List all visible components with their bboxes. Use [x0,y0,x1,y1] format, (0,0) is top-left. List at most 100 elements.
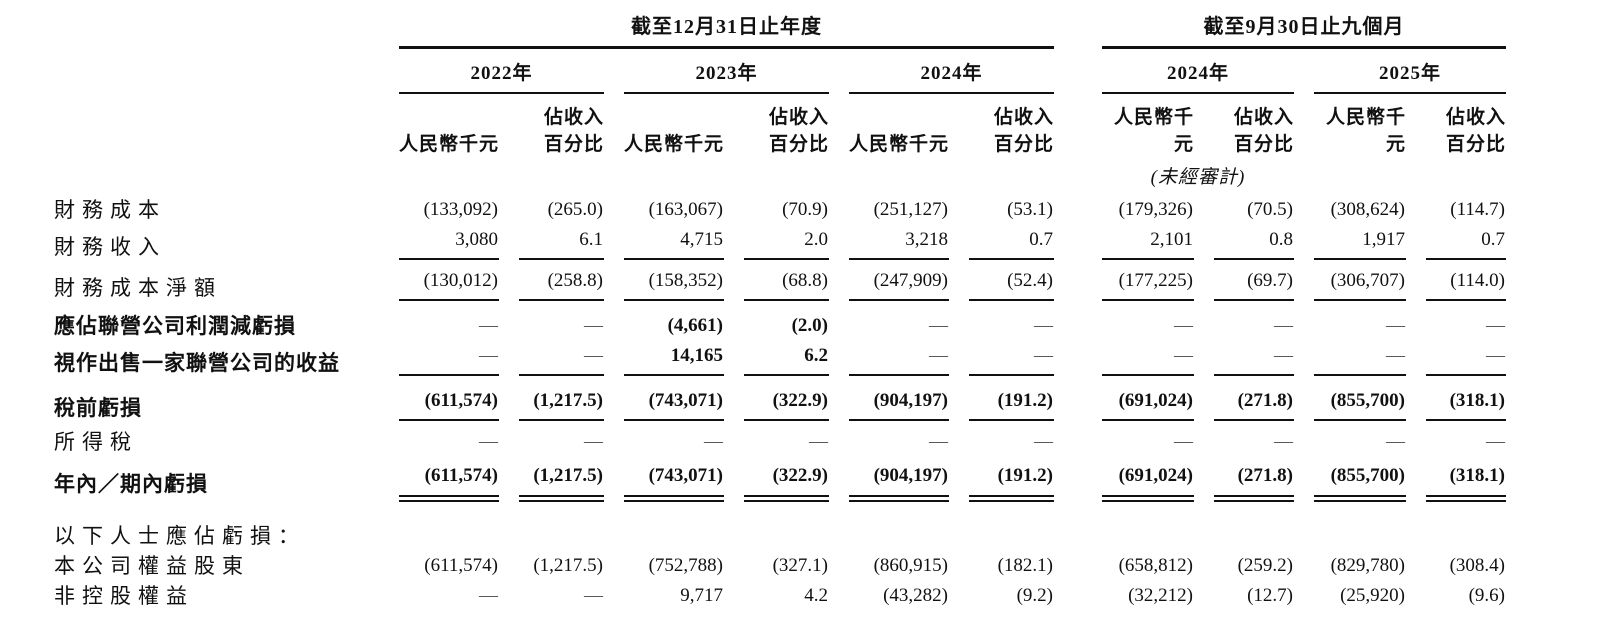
year-header-2025-9m: 2025年 [1314,49,1506,94]
percent-cell: (114.7) [1450,199,1505,220]
year-header-2024: 2024年 [849,49,1054,94]
financial-results-table: 截至12月31日止年度 截至9月30日止九個月 2022年 2023年 2024… [34,8,1526,609]
unaudited-note: (未經審計) [1150,167,1246,188]
percent-cell: (1,217.5) [533,555,603,576]
percent-cell: 4.2 [804,585,828,606]
percent-cell: — [584,431,603,452]
amount-column-header: 人民幣千元 [1325,107,1406,155]
amount-cell: (308,624) [1330,199,1405,220]
section-header-row: 截至12月31日止年度 截至9月30日止九個月 [54,8,1506,49]
section-gap [1074,260,1082,301]
amount-cell: (752,788) [648,555,723,576]
amount-cell: (251,127) [873,199,948,220]
amount-cell: — [479,431,498,452]
amount-cell: (163,067) [648,199,723,220]
percent-cell: 0.7 [969,223,1054,260]
amount-cell: (691,024) [1102,376,1194,421]
spacer-cell [519,161,604,193]
percent-cell: 6.1 [519,223,604,260]
section-gap [1074,549,1082,579]
percent-column-header: 佔收入 百分比 [993,107,1054,155]
row-label: 財務成本淨額 [54,276,222,300]
amount-cell: (855,700) [1314,455,1406,502]
amount-cell: — [1102,339,1194,376]
percent-cell: (68.8) [744,260,829,301]
table-row: 財務成本淨額 (130,012) (258.8) (158,352) (68.8) (24… [54,260,1506,301]
percent-cell: — [809,431,828,452]
percent-cell: (9.2) [1016,585,1053,606]
amount-cell: 4,715 [624,223,724,260]
table-row: 稅前虧損 (611,574) (1,217.5) (743,071) (322.9) (9… [54,376,1506,421]
percent-cell: (12.7) [1247,585,1293,606]
percent-column-header: 佔收入 百分比 [543,107,604,155]
financial-statement-page: 截至12月31日止年度 截至9月30日止九個月 2022年 2023年 2024… [34,8,1526,609]
section-title-nine-months: 截至9月30日止九個月 [1102,8,1506,49]
percent-cell: (9.6) [1468,585,1505,606]
percent-cell: — [1426,339,1506,376]
table-row: 財務成本 (133,092) (265.0) (163,067) (70.9) (251,… [54,193,1506,223]
row-label: 應佔聯營公司利潤減虧損 [54,314,296,338]
spacer-cell [624,161,724,193]
percent-cell: (1,217.5) [519,455,604,502]
amount-cell: (611,574) [399,455,499,502]
amount-cell: (691,024) [1102,455,1194,502]
percent-cell: (308.4) [1449,555,1505,576]
percent-cell: (191.2) [969,376,1054,421]
percent-cell: — [1034,431,1053,452]
amount-cell: — [929,431,948,452]
percent-cell: — [584,315,603,336]
section-gap [1074,421,1082,455]
spacer-cell [54,161,379,193]
amount-cell: — [399,339,499,376]
percent-cell: — [519,339,604,376]
percent-cell: (265.0) [547,199,603,220]
amount-cell: (4,661) [667,315,723,336]
amount-cell: (32,212) [1128,585,1193,606]
amount-cell: 2,101 [1102,223,1194,260]
amount-cell: (904,197) [849,376,949,421]
spacer-cell [1426,161,1506,193]
spacer-cell [849,161,949,193]
row-label: 財務收入 [54,235,166,259]
section-gap [1074,339,1082,376]
amount-cell [399,497,499,549]
amount-cell: 9,717 [680,585,723,606]
spacer-cell [54,49,379,94]
amount-cell: (829,780) [1330,555,1405,576]
table-row: 所得稅 — — — — — — — — — — [54,421,1506,455]
row-label: 所得稅 [54,430,138,454]
amount-cell [624,497,724,549]
percent-cell [969,497,1054,549]
percent-column-header: 佔收入 百分比 [1445,107,1506,155]
amount-cell: — [1386,431,1405,452]
row-label: 財務成本 [54,198,166,222]
section-gap [1074,497,1082,549]
table-row: 年內／期內虧損 (611,574) (1,217.5) (743,071) (322.9… [54,455,1506,502]
amount-cell [1102,497,1194,549]
percent-cell: 2.0 [744,223,829,260]
table-row: 本公司權益股東 (611,574) (1,217.5) (752,788) (327.1… [54,549,1506,579]
section-gap [1074,455,1082,497]
spacer-cell [54,8,379,49]
amount-cell: (860,915) [873,555,948,576]
table-row: 以下人士應佔虧損： [54,497,1506,549]
percent-column-header: 佔收入 百分比 [768,107,829,155]
amount-cell: — [704,431,723,452]
section-title-full-year: 截至12月31日止年度 [399,8,1054,49]
spacer-cell [744,161,829,193]
amount-cell: 3,080 [399,223,499,260]
percent-cell: (114.0) [1426,260,1506,301]
amount-cell: (658,812) [1118,555,1193,576]
percent-cell: — [1486,315,1505,336]
percent-cell [1426,497,1506,549]
amount-cell: (743,071) [624,455,724,502]
spacer-cell [969,161,1054,193]
section-gap [1074,161,1082,193]
row-label: 以下人士應佔虧損： [54,524,306,548]
percent-cell: — [1034,315,1053,336]
amount-cell: (247,909) [849,260,949,301]
amount-column-header: 人民幣千元 [1113,107,1194,155]
percent-cell: — [1486,431,1505,452]
amount-cell: — [1174,315,1193,336]
spacer-cell [54,94,379,161]
